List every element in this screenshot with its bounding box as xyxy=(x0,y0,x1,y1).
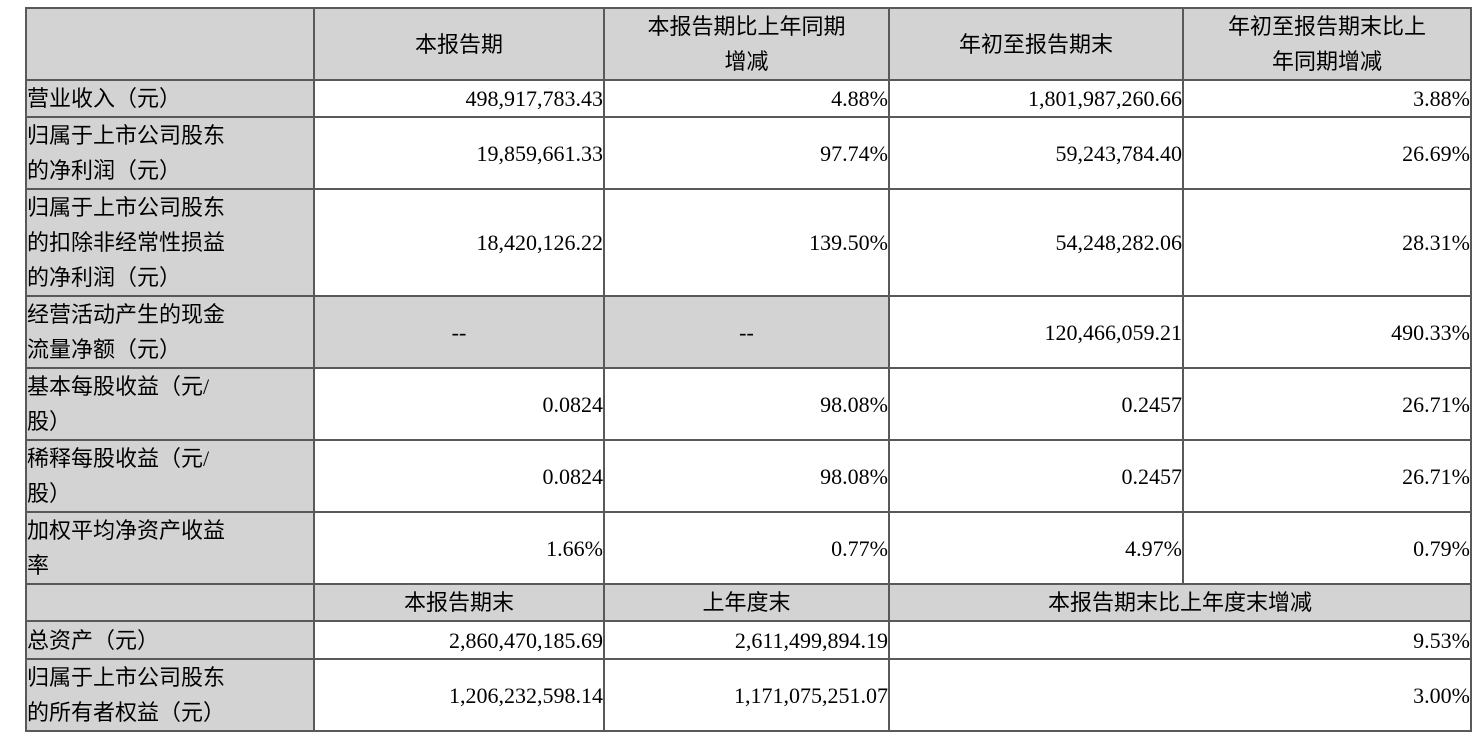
row-label: 稀释每股收益（元/ 股） xyxy=(25,439,315,513)
header-ytd: 年初至报告期末 xyxy=(888,7,1184,81)
cell-current: 0.0824 xyxy=(313,439,605,513)
row-label: 总资产（元） xyxy=(25,620,315,660)
row-label: 归属于上市公司股东 的净利润（元） xyxy=(25,116,315,190)
row-net-profit-excl-nonrecurring: 归属于上市公司股东 的扣除非经常性损益 的净利润（元） 18,420,126.2… xyxy=(25,188,1472,297)
cell-prev-year-end: 1,171,075,251.07 xyxy=(603,658,890,732)
row-basic-eps: 基本每股收益（元/ 股） 0.0824 98.08% 0.2457 26.71% xyxy=(25,367,1472,441)
header-corner-cell xyxy=(25,7,315,81)
row-net-profit: 归属于上市公司股东 的净利润（元） 19,859,661.33 97.74% 5… xyxy=(25,116,1472,190)
cell-change: 3.00% xyxy=(888,658,1472,732)
cell-period-end: 1,206,232,598.14 xyxy=(313,658,605,732)
cell-ytd-yoy: 26.69% xyxy=(1182,116,1472,190)
cell-yoy: 139.50% xyxy=(603,188,890,297)
cell-ytd-yoy: 0.79% xyxy=(1182,511,1472,585)
cell-yoy: 97.74% xyxy=(603,116,890,190)
row-weighted-avg-roe: 加权平均净资产收益 率 1.66% 0.77% 4.97% 0.79% xyxy=(25,511,1472,585)
cell-ytd: 54,248,282.06 xyxy=(888,188,1184,297)
row-label: 基本每股收益（元/ 股） xyxy=(25,367,315,441)
header-prev-year-end: 上年度末 xyxy=(603,583,890,622)
row-label: 营业收入（元） xyxy=(25,79,315,118)
cell-ytd: 0.2457 xyxy=(888,439,1184,513)
cell-current: 18,420,126.22 xyxy=(313,188,605,297)
header-corner-cell-2 xyxy=(25,583,315,622)
cell-ytd: 120,466,059.21 xyxy=(888,295,1184,369)
row-label: 加权平均净资产收益 率 xyxy=(25,511,315,585)
row-operating-cash-flow: 经营活动产生的现金 流量净额（元） -- -- 120,466,059.21 4… xyxy=(25,295,1472,369)
row-label: 归属于上市公司股东 的扣除非经常性损益 的净利润（元） xyxy=(25,188,315,297)
header-current-period-yoy: 本报告期比上年同期 增减 xyxy=(603,7,890,81)
header-current-period: 本报告期 xyxy=(313,7,605,81)
quarterly-financials-table: 本报告期 本报告期比上年同期 增减 年初至报告期末 年初至报告期末比上 年同期增… xyxy=(25,7,1472,732)
cell-current-na: -- xyxy=(313,295,605,369)
cell-period-end: 2,860,470,185.69 xyxy=(313,620,605,660)
cell-prev-year-end: 2,611,499,894.19 xyxy=(603,620,890,660)
cell-yoy: 0.77% xyxy=(603,511,890,585)
cell-yoy: 4.88% xyxy=(603,79,890,118)
cell-ytd: 4.97% xyxy=(888,511,1184,585)
row-owners-equity: 归属于上市公司股东 的所有者权益（元） 1,206,232,598.14 1,1… xyxy=(25,658,1472,732)
header-row-period: 本报告期 本报告期比上年同期 增减 年初至报告期末 年初至报告期末比上 年同期增… xyxy=(25,7,1472,81)
cell-current: 0.0824 xyxy=(313,367,605,441)
cell-yoy: 98.08% xyxy=(603,367,890,441)
header-period-end-change: 本报告期末比上年度末增减 xyxy=(888,583,1472,622)
row-diluted-eps: 稀释每股收益（元/ 股） 0.0824 98.08% 0.2457 26.71% xyxy=(25,439,1472,513)
cell-ytd-yoy: 3.88% xyxy=(1182,79,1472,118)
cell-current: 19,859,661.33 xyxy=(313,116,605,190)
row-label: 经营活动产生的现金 流量净额（元） xyxy=(25,295,315,369)
header-period-end: 本报告期末 xyxy=(313,583,605,622)
row-operating-revenue: 营业收入（元） 498,917,783.43 4.88% 1,801,987,2… xyxy=(25,79,1472,118)
cell-ytd-yoy: 26.71% xyxy=(1182,439,1472,513)
row-label: 归属于上市公司股东 的所有者权益（元） xyxy=(25,658,315,732)
cell-yoy: 98.08% xyxy=(603,439,890,513)
row-total-assets: 总资产（元） 2,860,470,185.69 2,611,499,894.19… xyxy=(25,620,1472,660)
header-ytd-yoy: 年初至报告期末比上 年同期增减 xyxy=(1182,7,1472,81)
cell-change: 9.53% xyxy=(888,620,1472,660)
cell-ytd-yoy: 26.71% xyxy=(1182,367,1472,441)
cell-yoy-na: -- xyxy=(603,295,890,369)
header-row-period-end: 本报告期末 上年度末 本报告期末比上年度末增减 xyxy=(25,583,1472,622)
cell-ytd: 59,243,784.40 xyxy=(888,116,1184,190)
cell-ytd-yoy: 28.31% xyxy=(1182,188,1472,297)
cell-current: 498,917,783.43 xyxy=(313,79,605,118)
cell-ytd: 0.2457 xyxy=(888,367,1184,441)
cell-ytd: 1,801,987,260.66 xyxy=(888,79,1184,118)
cell-current: 1.66% xyxy=(313,511,605,585)
cell-ytd-yoy: 490.33% xyxy=(1182,295,1472,369)
